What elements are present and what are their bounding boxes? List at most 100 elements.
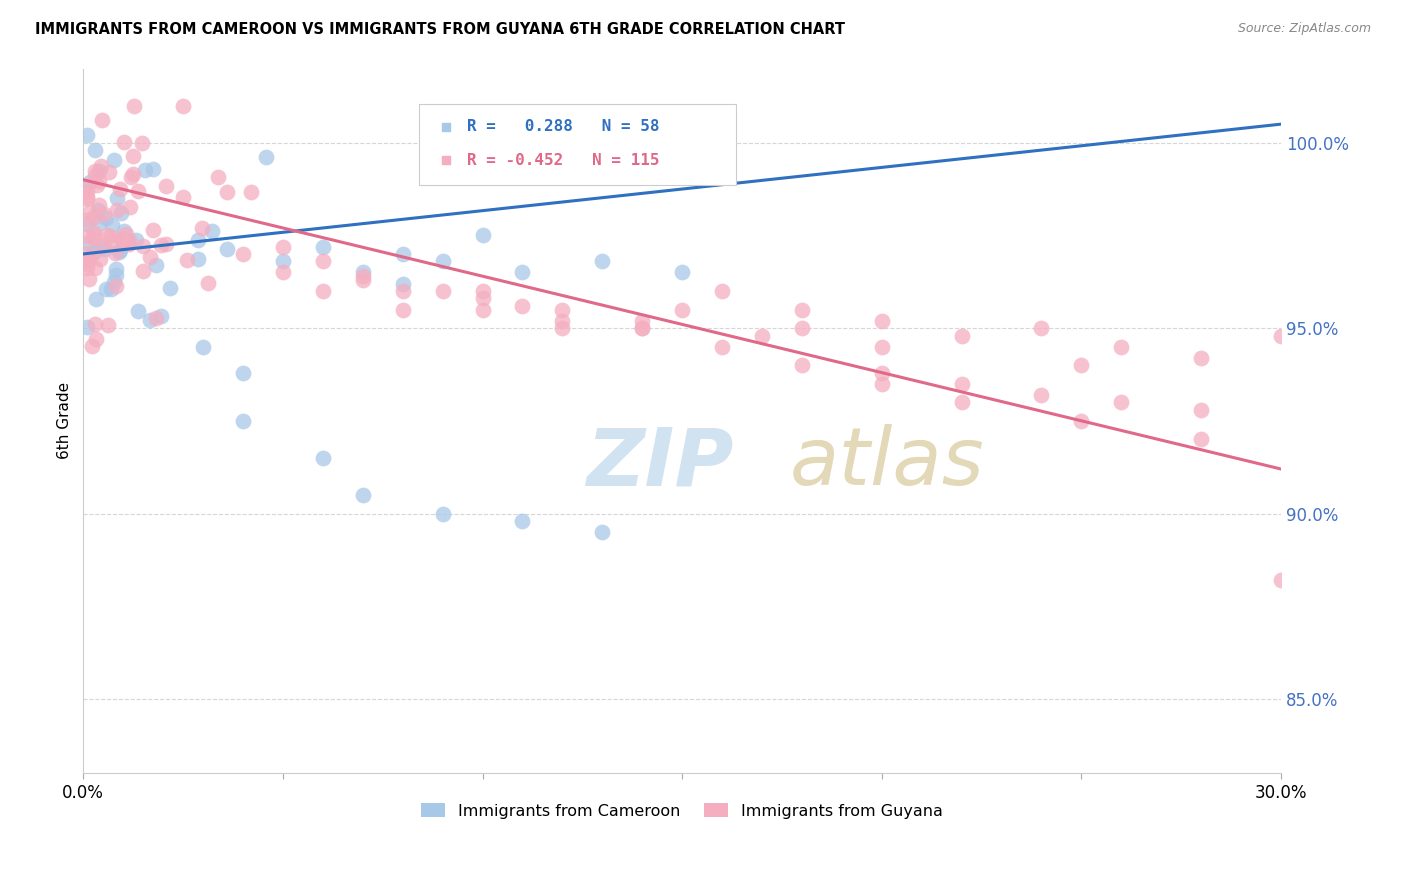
- Text: IMMIGRANTS FROM CAMEROON VS IMMIGRANTS FROM GUYANA 6TH GRADE CORRELATION CHART: IMMIGRANTS FROM CAMEROON VS IMMIGRANTS F…: [35, 22, 845, 37]
- Point: [122, 149, 145, 163]
- Point: [391, 284, 413, 298]
- Point: [76, 213, 98, 227]
- Point: [232, 366, 254, 380]
- Point: [110, 206, 132, 220]
- Point: [1109, 340, 1132, 354]
- Point: [432, 507, 454, 521]
- Point: [139, 250, 162, 264]
- Point: [131, 136, 153, 150]
- Point: [80, 339, 103, 353]
- Point: [76, 178, 98, 193]
- Point: [110, 182, 132, 196]
- Point: [96, 211, 118, 226]
- Point: [82, 231, 104, 245]
- Point: [312, 239, 335, 253]
- Point: [110, 243, 132, 257]
- Text: R =   0.288   N = 58: R = 0.288 N = 58: [467, 120, 659, 135]
- Point: [155, 237, 177, 252]
- Point: [215, 242, 238, 256]
- Point: [100, 234, 122, 248]
- Point: [142, 161, 165, 176]
- Point: [950, 376, 973, 391]
- Point: [197, 276, 219, 290]
- Point: [118, 200, 141, 214]
- Point: [84, 163, 107, 178]
- Point: [76, 320, 98, 334]
- Text: Source: ZipAtlas.com: Source: ZipAtlas.com: [1237, 22, 1371, 36]
- Point: [512, 299, 534, 313]
- Point: [254, 150, 277, 164]
- Point: [76, 257, 98, 271]
- Point: [87, 203, 110, 218]
- Point: [100, 282, 122, 296]
- Point: [1109, 395, 1132, 409]
- Point: [134, 163, 156, 178]
- Point: [432, 254, 454, 268]
- Point: [950, 395, 973, 409]
- Point: [790, 358, 813, 372]
- Point: [83, 245, 105, 260]
- Point: [104, 268, 127, 282]
- Point: [101, 218, 124, 232]
- Point: [172, 190, 194, 204]
- Point: [870, 376, 893, 391]
- Point: [87, 174, 110, 188]
- Point: [127, 304, 149, 318]
- Point: [1189, 402, 1212, 417]
- Point: [122, 167, 145, 181]
- Point: [83, 210, 105, 224]
- Point: [1070, 358, 1092, 372]
- Point: [352, 488, 374, 502]
- Y-axis label: 6th Grade: 6th Grade: [58, 383, 72, 459]
- Point: [124, 98, 146, 112]
- Point: [191, 221, 214, 235]
- Point: [83, 228, 105, 243]
- Point: [159, 281, 181, 295]
- Point: [187, 233, 209, 247]
- Point: [76, 252, 98, 267]
- Point: [87, 198, 110, 212]
- Point: [76, 236, 98, 251]
- Point: [98, 228, 121, 243]
- Point: [145, 258, 167, 272]
- Point: [790, 302, 813, 317]
- Point: [112, 135, 135, 149]
- Point: [107, 244, 129, 259]
- Point: [76, 128, 98, 143]
- Point: [103, 275, 125, 289]
- Point: [93, 207, 115, 221]
- Point: [118, 236, 141, 251]
- Point: [90, 241, 112, 255]
- Point: [352, 273, 374, 287]
- Point: [84, 331, 107, 345]
- Point: [551, 302, 574, 317]
- Point: [97, 318, 120, 332]
- Point: [232, 247, 254, 261]
- Point: [790, 321, 813, 335]
- Point: [87, 164, 110, 178]
- Point: [711, 284, 734, 298]
- Point: [312, 254, 335, 268]
- Point: [471, 292, 494, 306]
- Point: [104, 246, 127, 260]
- Point: [391, 302, 413, 317]
- Point: [94, 281, 117, 295]
- Point: [150, 309, 173, 323]
- Point: [98, 164, 121, 178]
- Point: [172, 98, 194, 112]
- Point: [76, 229, 98, 244]
- Point: [671, 302, 693, 317]
- Point: [1189, 433, 1212, 447]
- Point: [591, 524, 613, 539]
- Point: [77, 272, 100, 286]
- Point: [312, 450, 335, 465]
- Legend: Immigrants from Cameroon, Immigrants from Guyana: Immigrants from Cameroon, Immigrants fro…: [415, 797, 949, 825]
- Point: [551, 314, 574, 328]
- Point: [76, 217, 98, 231]
- Point: [125, 233, 148, 247]
- Point: [751, 328, 773, 343]
- Point: [950, 328, 973, 343]
- Point: [83, 144, 105, 158]
- Point: [312, 284, 335, 298]
- Point: [870, 314, 893, 328]
